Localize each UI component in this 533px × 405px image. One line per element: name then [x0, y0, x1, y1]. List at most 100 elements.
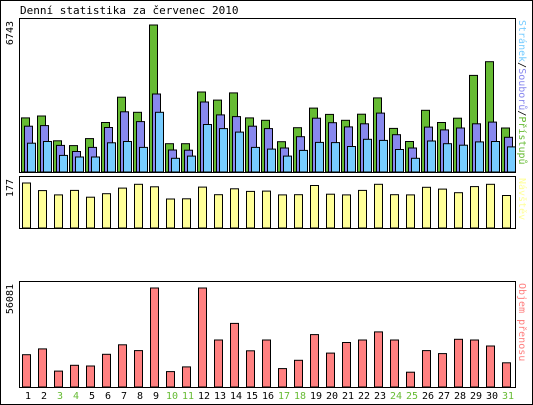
bar-pages-day-13: [219, 128, 228, 173]
bar-visits-day-26: [422, 186, 431, 229]
x-tick-label-day-24: 24: [390, 391, 402, 402]
bar-visits-day-18: [294, 194, 303, 229]
bar-traffic-day-10: [166, 371, 175, 388]
bar-pages-day-11: [187, 155, 196, 173]
x-tick-label-day-7: 7: [121, 391, 127, 402]
x-tick-label-day-20: 20: [326, 391, 338, 402]
bar-traffic-day-31: [502, 362, 511, 388]
x-tick-label-day-23: 23: [374, 391, 386, 402]
x-tick-label-day-28: 28: [454, 391, 466, 402]
x-tick-label-day-1: 1: [25, 391, 31, 402]
bar-pages-day-5: [91, 156, 100, 173]
bar-pages-day-7: [123, 141, 132, 173]
chart-panel-3: 56081 Objem přenosu: [5, 281, 528, 388]
bar-visits-day-5: [86, 196, 95, 229]
bar-pages-day-18: [299, 149, 308, 173]
bar-traffic-day-17: [278, 368, 287, 388]
bar-traffic-day-5: [86, 365, 95, 388]
bar-traffic-day-9: [150, 287, 159, 388]
bar-pages-day-6: [107, 142, 116, 173]
bar-visits-day-30: [486, 183, 495, 229]
bar-visits-day-14: [230, 188, 239, 229]
bar-traffic-day-3: [54, 370, 63, 388]
x-tick-label-day-4: 4: [73, 391, 79, 402]
x-tick-label-day-12: 12: [198, 391, 210, 402]
x-tick-label-day-26: 26: [422, 391, 434, 402]
x-axis-labels: 1 2 3 4 5 6 7 8 9 10 11 12 13 14 15 16 17 18 19 20 21 22 23 24 2…: [25, 391, 514, 402]
y-axis-label-part: Souborů: [516, 68, 528, 110]
bar-pages-day-12: [203, 124, 212, 173]
bar-traffic-day-12: [198, 287, 207, 388]
bar-traffic-day-2: [38, 348, 47, 388]
bar-traffic-day-25: [406, 371, 415, 388]
bar-pages-day-28: [459, 144, 468, 173]
y-axis-label: Stránek/Souborů/Přístupů: [516, 20, 528, 165]
bar-pages-day-21: [347, 146, 356, 173]
bar-visits-day-13: [214, 194, 223, 229]
bar-pages-day-3: [59, 154, 68, 173]
x-tick-label-day-5: 5: [89, 391, 95, 402]
bar-visits-day-28: [454, 192, 463, 229]
x-tick-label-day-13: 13: [214, 391, 226, 402]
x-tick-label-day-30: 30: [486, 391, 498, 402]
x-tick-label-day-3: 3: [57, 391, 63, 402]
chart-panel-1: 6743 Stránek/Souborů/Přístupů: [5, 18, 528, 173]
bar-pages-day-4: [75, 156, 84, 173]
x-tick-label-day-2: 2: [41, 391, 47, 402]
bar-visits-day-29: [470, 186, 479, 229]
y-axis-label: Objem přenosu: [516, 283, 528, 361]
y-max-label: 177: [5, 179, 16, 197]
x-tick-label-day-14: 14: [230, 391, 242, 402]
y-axis-label-part: Stránek: [516, 20, 528, 62]
x-tick-label-day-27: 27: [438, 391, 450, 402]
bar-traffic-day-4: [70, 364, 79, 388]
bar-pages-day-15: [251, 146, 260, 173]
x-tick-label-day-25: 25: [406, 391, 418, 402]
x-tick-label-day-22: 22: [358, 391, 370, 402]
bar-visits-day-4: [70, 189, 79, 229]
x-tick-label-day-16: 16: [262, 391, 274, 402]
bar-visits-day-12: [198, 186, 207, 229]
y-axis-label-part: /: [516, 62, 527, 68]
bar-pages-day-30: [491, 141, 500, 173]
bar-pages-day-31: [507, 146, 516, 173]
x-tick-label-day-21: 21: [342, 391, 354, 402]
y-axis-label-part: Přístupů: [516, 116, 528, 164]
bar-visits-day-10: [166, 198, 175, 229]
bar-visits-day-11: [182, 198, 191, 229]
x-tick-label-day-6: 6: [105, 391, 111, 402]
bar-visits-day-1: [22, 182, 31, 229]
bar-traffic-day-13: [214, 339, 223, 388]
bar-pages-day-22: [363, 138, 372, 173]
bar-pages-day-26: [427, 140, 436, 173]
y-axis-label: Návštěv: [516, 178, 528, 220]
bar-visits-day-2: [38, 190, 47, 229]
bar-pages-day-14: [235, 131, 244, 173]
bar-traffic-day-19: [310, 334, 319, 388]
bar-traffic-day-26: [422, 350, 431, 388]
bar-traffic-day-30: [486, 345, 495, 388]
bar-pages-day-23: [379, 139, 388, 173]
bar-visits-day-7: [118, 187, 127, 229]
x-tick-label-day-17: 17: [278, 391, 290, 402]
x-tick-label-day-29: 29: [470, 391, 482, 402]
bar-pages-day-9: [155, 111, 164, 173]
bar-traffic-day-15: [246, 350, 255, 388]
x-tick-label-day-15: 15: [246, 391, 258, 402]
y-max-label: 6743: [5, 21, 16, 45]
bar-traffic-day-28: [454, 338, 463, 388]
bar-visits-day-9: [150, 186, 159, 229]
bar-visits-day-8: [134, 183, 143, 229]
bar-traffic-day-8: [134, 350, 143, 388]
x-tick-label-day-11: 11: [182, 391, 194, 402]
x-tick-label-day-19: 19: [310, 391, 322, 402]
bar-pages-day-27: [443, 143, 452, 173]
bar-traffic-day-22: [358, 339, 367, 388]
bar-traffic-day-7: [118, 344, 127, 388]
bar-pages-day-10: [171, 157, 180, 173]
y-max-label: 56081: [5, 284, 16, 314]
x-tick-label-day-10: 10: [166, 391, 178, 402]
bar-traffic-day-20: [326, 352, 335, 388]
bar-traffic-day-6: [102, 353, 111, 388]
